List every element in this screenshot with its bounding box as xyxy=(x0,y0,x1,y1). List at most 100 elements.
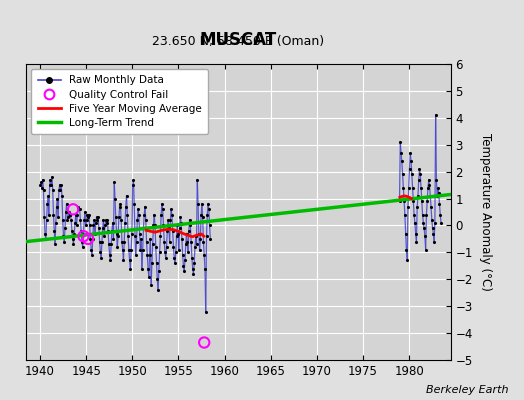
Point xyxy=(71,220,79,226)
Point xyxy=(143,252,151,258)
Point xyxy=(89,222,97,229)
Point xyxy=(127,246,135,253)
Point xyxy=(422,212,431,218)
Point xyxy=(433,193,441,199)
Point xyxy=(129,176,138,183)
Point xyxy=(85,222,94,229)
Point xyxy=(137,236,145,242)
Point xyxy=(174,246,183,253)
Point xyxy=(158,206,167,212)
Point xyxy=(434,184,442,191)
Point xyxy=(184,249,192,256)
Point xyxy=(53,195,61,202)
Point xyxy=(437,220,445,226)
Point xyxy=(125,257,134,264)
Point xyxy=(104,228,112,234)
Point xyxy=(409,198,418,204)
Point xyxy=(68,228,76,234)
Point xyxy=(63,217,71,223)
Point xyxy=(200,339,209,346)
Point xyxy=(186,222,194,229)
Point xyxy=(102,220,111,226)
Point xyxy=(58,193,66,199)
Point xyxy=(66,212,74,218)
Point xyxy=(37,179,46,186)
Point xyxy=(431,220,439,226)
Point xyxy=(79,244,87,250)
Point xyxy=(85,212,93,218)
Point xyxy=(179,252,187,258)
Point xyxy=(202,308,210,315)
Point xyxy=(134,206,143,212)
Point xyxy=(99,217,107,223)
Point xyxy=(60,238,69,245)
Point xyxy=(78,238,86,245)
Point xyxy=(80,217,89,223)
Point xyxy=(67,217,75,223)
Point xyxy=(199,214,207,220)
Point xyxy=(72,222,81,229)
Point xyxy=(77,228,85,234)
Point xyxy=(429,225,437,231)
Point xyxy=(107,241,115,248)
Point xyxy=(161,254,170,261)
Point xyxy=(158,201,166,207)
Point xyxy=(120,238,128,245)
Point xyxy=(132,252,140,258)
Text: Berkeley Earth: Berkeley Earth xyxy=(426,385,508,395)
Point xyxy=(119,257,128,264)
Point xyxy=(75,206,83,212)
Point xyxy=(154,287,162,293)
Point xyxy=(395,198,403,204)
Point xyxy=(48,174,56,180)
Point xyxy=(90,217,99,223)
Point xyxy=(165,225,173,231)
Point xyxy=(84,214,92,220)
Point xyxy=(178,236,186,242)
Point xyxy=(100,233,108,240)
Point xyxy=(429,230,438,237)
Point xyxy=(194,201,202,207)
Point xyxy=(99,225,107,231)
Point xyxy=(161,249,169,256)
Point xyxy=(198,201,206,207)
Point xyxy=(111,195,119,202)
Point xyxy=(101,222,109,229)
Point xyxy=(424,176,433,183)
Point xyxy=(421,246,430,253)
Point xyxy=(40,214,48,220)
Point xyxy=(50,228,59,234)
Point xyxy=(421,233,429,240)
Point xyxy=(160,238,168,245)
Point xyxy=(61,225,69,231)
Point xyxy=(171,249,180,256)
Point xyxy=(432,176,441,183)
Point xyxy=(96,249,105,256)
Point xyxy=(435,201,444,207)
Point xyxy=(419,220,428,226)
Point xyxy=(143,238,151,245)
Point xyxy=(94,214,102,220)
Point xyxy=(188,254,196,261)
Point xyxy=(141,204,149,210)
Point xyxy=(147,282,155,288)
Point xyxy=(82,217,91,223)
Point xyxy=(156,249,164,256)
Point xyxy=(87,246,95,253)
Point xyxy=(414,193,422,199)
Point xyxy=(54,214,62,220)
Point xyxy=(75,206,84,212)
Point xyxy=(182,230,191,237)
Point xyxy=(176,225,184,231)
Point xyxy=(59,217,67,223)
Point xyxy=(36,182,45,188)
Point xyxy=(69,241,78,248)
Point xyxy=(420,225,428,231)
Point xyxy=(400,198,408,204)
Point xyxy=(162,244,171,250)
Point xyxy=(151,222,159,229)
Point xyxy=(69,236,77,242)
Point xyxy=(205,222,214,229)
Point xyxy=(95,238,104,245)
Point xyxy=(64,209,73,215)
